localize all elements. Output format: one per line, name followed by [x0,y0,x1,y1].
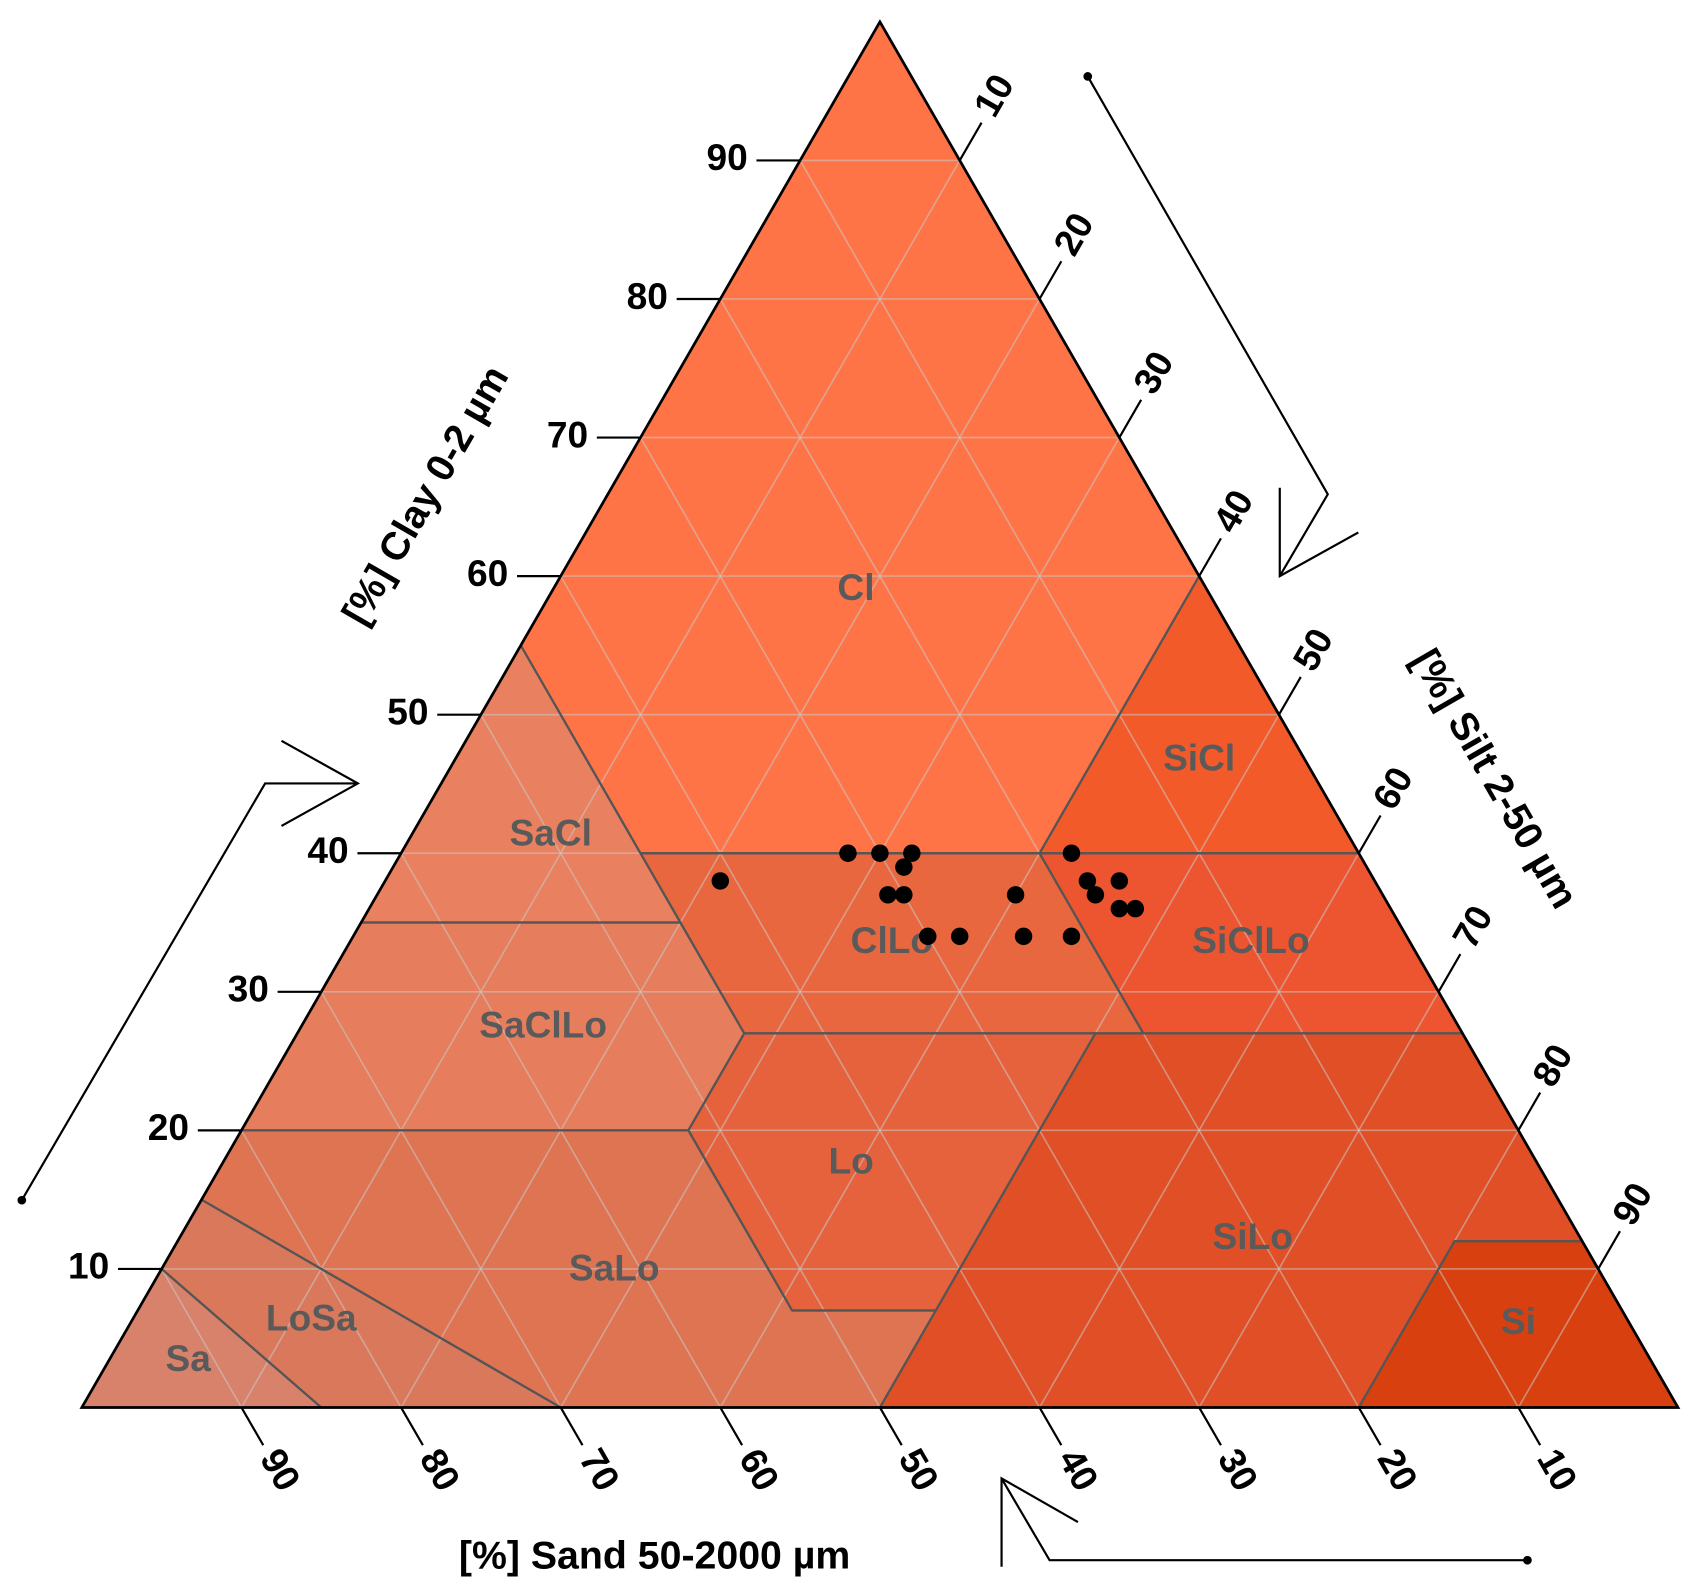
silt-arrow-head [1278,487,1359,578]
silt-tick-label: 50 [1284,621,1341,678]
tick-mark [878,1406,903,1446]
arrow-tail [1523,1555,1532,1565]
sand-arrow [1000,1477,1528,1562]
region-label: SiLo [1213,1215,1293,1257]
clay-tick-label: 30 [228,968,269,1010]
clay-tick-label: 50 [387,690,428,732]
silt-axis-title: [%] Silt 2-50 µm [1403,642,1587,916]
sample-point [1110,899,1129,918]
regions [80,20,1679,1409]
sample-point [1086,886,1105,904]
sand-tick-label: 60 [731,1441,788,1498]
tick-mark [1437,953,1462,993]
sand-tick-label: 90 [252,1441,309,1498]
silt-tick-label: 10 [965,67,1022,124]
grid-line [799,160,1520,1408]
sample-point [919,927,937,946]
clay-tick-label: 60 [467,552,508,594]
silt-tick-label: 90 [1603,1175,1660,1232]
clay-tick-label: 90 [706,136,747,178]
region-label: Si [1501,1300,1536,1342]
triangle-frame [79,19,1681,1409]
arrow-tail [1083,72,1093,81]
sand-tick-label: 50 [891,1441,948,1498]
clay-arrow [20,782,358,1201]
tick-mark [1198,537,1222,577]
sample-point [903,844,921,862]
sample-point [1014,927,1033,946]
silt-tick-label: 70 [1444,898,1501,955]
grid-line [1517,1268,1599,1408]
tick-mark [1038,1406,1063,1446]
tick-mark [719,1406,744,1446]
sample-point [1062,927,1081,946]
sample-point [895,886,913,904]
silt-tick-label: 40 [1204,482,1261,539]
axis-arrows [17,72,1532,1567]
clay-tick-label: 10 [68,1245,109,1287]
sample-point [1078,872,1097,890]
region-label: Cl [837,566,874,608]
sand-tick-label: 40 [1050,1441,1107,1498]
sand-axis-title: [%] Sand 50-2000 µm [459,1533,850,1577]
tick-mark [559,1406,584,1446]
arrow-tail [17,1195,27,1205]
sample-point [871,844,889,862]
tick-mark [1038,260,1063,300]
sand-tick-label: 10 [1529,1441,1586,1498]
sand-tick-label: 80 [412,1441,469,1498]
region-label: SiClLo [1192,919,1309,961]
tick-mark [1357,814,1382,854]
region-label: ClLo [851,919,933,961]
clay-tick-label: 20 [148,1106,189,1148]
sample-point [879,886,897,904]
sample-point [839,844,857,862]
region-label: SaLo [569,1247,660,1289]
sample-point [1006,886,1025,904]
tick-mark [400,1406,424,1446]
silt-arrow [1086,75,1330,577]
silt-tick-label: 80 [1524,1037,1581,1094]
tick-mark [1118,399,1143,439]
clay-tick-label: 70 [547,413,588,455]
sample-point [1110,872,1129,890]
grid-line [480,714,881,1408]
grid-line [559,437,1121,1408]
sample-point [1126,899,1145,918]
tick-mark [1517,1092,1542,1131]
sample-point [895,858,913,876]
region-label: Sa [166,1337,212,1379]
region-label: SaClLo [479,1004,607,1046]
region-label: SaCl [509,812,591,854]
grid-line [160,1268,243,1408]
tick-mark [1198,1406,1222,1446]
tick-mark [1357,1406,1382,1446]
tick-mark [1278,676,1302,716]
grid-line [1198,991,1440,1408]
silt-tick-label: 20 [1045,205,1102,262]
clay-arrow-head [280,739,361,827]
sample-point [950,927,969,946]
clay-tick-label: 80 [627,275,668,317]
tick-mark [958,122,983,161]
clay-tick-label: 40 [307,829,348,871]
region-label: LoSa [266,1297,357,1339]
tick-mark [240,1406,265,1446]
sand-tick-label: 70 [571,1441,628,1498]
sample-point [711,872,730,890]
sample-point [1062,844,1081,862]
grid-line [639,437,1200,1408]
tick-mark [1597,1230,1621,1270]
silt-tick-label: 30 [1125,344,1182,401]
sand-tick-label: 20 [1370,1441,1427,1498]
region-label: Lo [829,1139,874,1181]
sand-arrow-head [1000,1476,1079,1567]
grid-line [320,991,562,1408]
region-label: SiCl [1163,737,1235,779]
tick-mark [1517,1406,1542,1446]
silt-tick-label: 60 [1364,760,1421,817]
sand-tick-label: 30 [1210,1441,1267,1498]
